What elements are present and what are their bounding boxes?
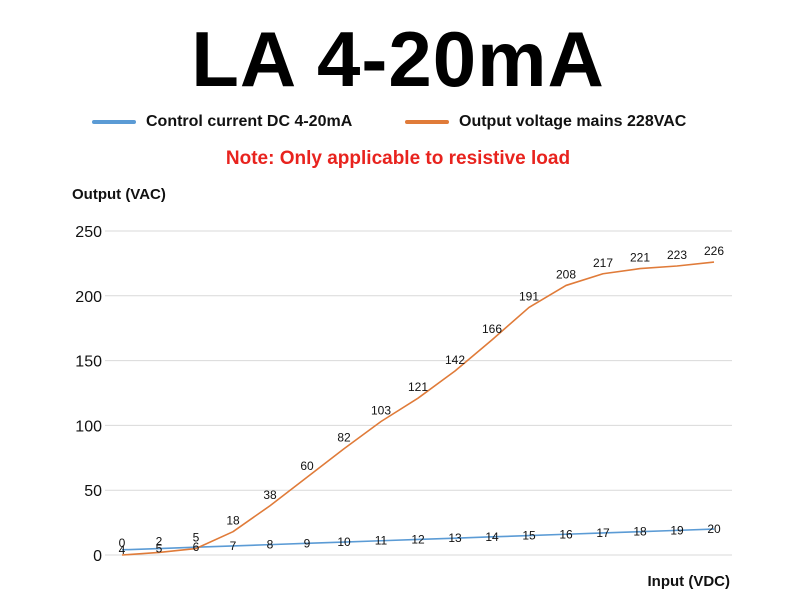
data-label-current: 16: [559, 527, 573, 541]
y-tick-label: 200: [75, 289, 102, 306]
data-label-voltage: 82: [337, 431, 351, 445]
data-label-voltage: 103: [371, 404, 391, 418]
data-label-current: 14: [485, 530, 499, 544]
data-label-voltage: 221: [630, 251, 650, 265]
legend: Control current DC 4-20mA Output voltage…: [0, 111, 796, 133]
y-tick-label: 0: [93, 548, 102, 565]
data-label-voltage: 18: [226, 514, 240, 528]
data-label-current: 5: [156, 542, 163, 556]
data-label-voltage: 142: [445, 353, 465, 367]
legend-swatch-current: [92, 120, 136, 124]
data-label-current: 6: [193, 540, 200, 554]
y-tick-label: 250: [75, 224, 102, 241]
y-tick-label: 100: [75, 418, 102, 435]
data-label-voltage: 121: [408, 380, 428, 394]
data-label-voltage: 166: [482, 322, 502, 336]
data-label-voltage: 2: [156, 534, 163, 548]
data-label-current: 19: [670, 523, 684, 537]
legend-item-voltage: Output voltage mains 228VAC: [405, 111, 686, 133]
data-label-current: 12: [411, 532, 425, 546]
data-label-voltage: 226: [704, 244, 724, 258]
y-axis-label: Output (VAC): [72, 186, 166, 203]
data-label-current: 8: [267, 538, 274, 552]
legend-item-current: Control current DC 4-20mA: [92, 111, 352, 133]
data-label-current: 7: [230, 539, 237, 553]
data-label-current: 11: [375, 534, 388, 548]
data-label-current: 20: [707, 522, 721, 536]
legend-swatch-voltage: [405, 120, 449, 124]
chart-title: LA 4-20mA: [191, 15, 605, 103]
series-line-current: [121, 528, 715, 551]
data-label-voltage: 191: [519, 289, 539, 303]
data-label-current: 18: [633, 525, 647, 539]
data-label-voltage: 0: [119, 536, 126, 550]
legend-label-current: Control current DC 4-20mA: [146, 113, 353, 130]
data-label-current: 9: [304, 536, 311, 550]
data-label-voltage: 217: [593, 256, 613, 270]
data-label-voltage: 208: [556, 267, 576, 281]
x-axis-label: Input (VDC): [647, 573, 730, 590]
series-line-voltage: [121, 261, 715, 556]
y-tick-label: 50: [84, 483, 102, 500]
note-text: Note: Only applicable to resistive load: [225, 148, 571, 169]
data-label-voltage: 60: [300, 459, 314, 473]
data-label-current: 17: [596, 526, 610, 540]
data-label-current: 4: [119, 543, 126, 557]
data-label-current: 15: [522, 529, 536, 543]
data-label-voltage: 38: [263, 488, 277, 502]
data-label-voltage: 223: [667, 248, 687, 262]
legend-label-voltage: Output voltage mains 228VAC: [459, 113, 687, 130]
data-label-current: 10: [337, 535, 351, 549]
data-label-voltage: 5: [193, 531, 200, 545]
data-label-current: 13: [448, 531, 462, 545]
y-tick-label: 150: [75, 354, 102, 371]
